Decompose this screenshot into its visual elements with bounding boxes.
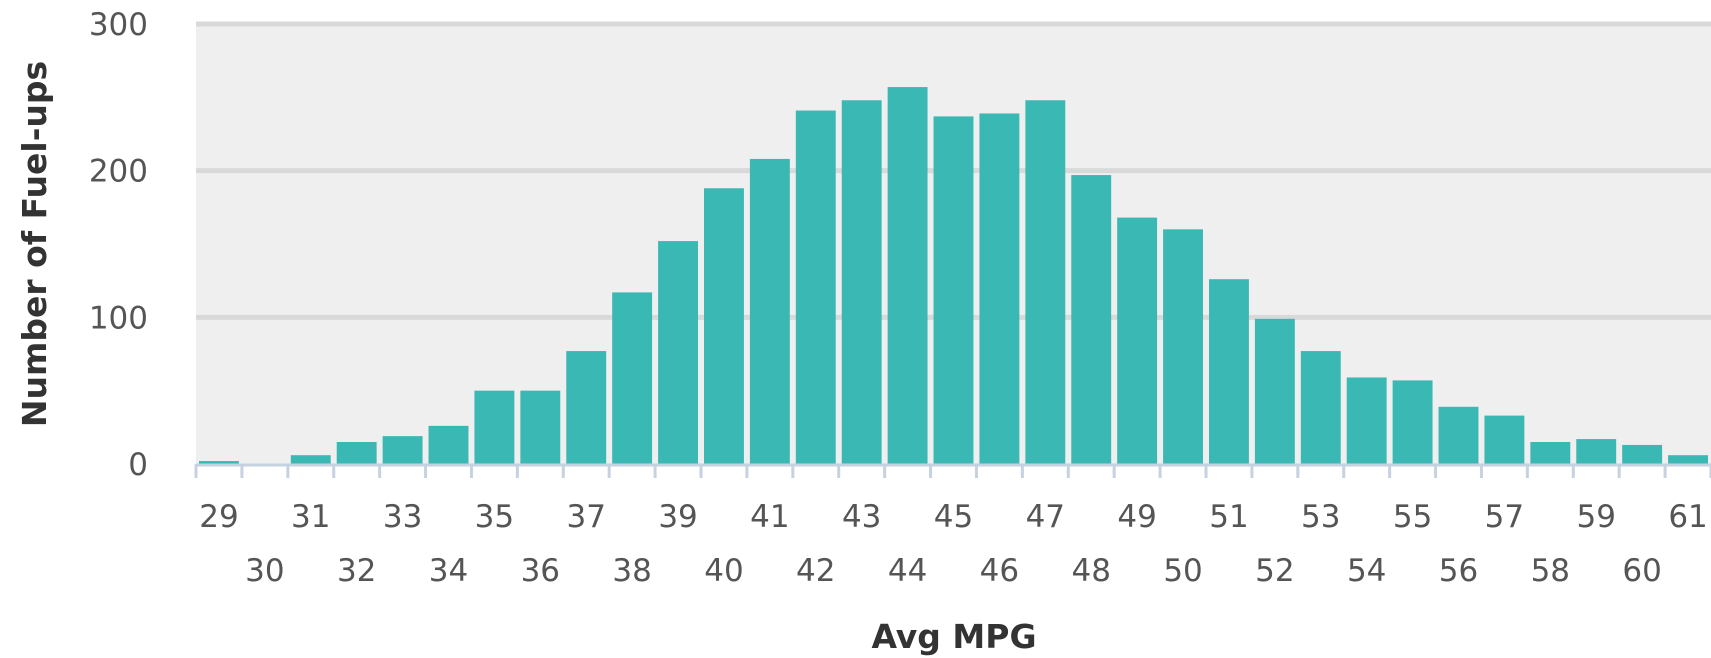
x-tick-label: 53: [1301, 499, 1340, 535]
bar-61: [1668, 455, 1708, 464]
bar-32: [336, 442, 377, 464]
bar-31: [290, 455, 331, 464]
bar-59: [1576, 439, 1617, 464]
x-tick-label: 44: [888, 553, 927, 589]
x-tick-label: 48: [1072, 553, 1111, 589]
x-tick-label: 38: [612, 553, 651, 589]
y-tick-label: 200: [89, 154, 148, 190]
bar-38: [612, 292, 653, 464]
x-tick-label: 40: [704, 553, 743, 589]
bar-53: [1300, 351, 1341, 464]
x-tick-label: 61: [1668, 499, 1707, 535]
bars: [199, 87, 1708, 465]
x-tick-label: 57: [1485, 499, 1524, 535]
y-tick-labels: 0 100 200 300: [89, 7, 148, 483]
x-axis-title: Avg MPG: [871, 617, 1036, 656]
x-tick-label: 50: [1163, 553, 1202, 589]
y-tick-label: 300: [89, 7, 148, 43]
x-tick-label: 37: [567, 499, 606, 535]
x-tick-label: 30: [245, 553, 284, 589]
bar-48: [1071, 175, 1112, 465]
x-tick-label: 33: [383, 499, 422, 535]
y-axis-title: Number of Fuel-ups: [15, 61, 54, 427]
bar-49: [1117, 217, 1158, 464]
x-tick-label: 46: [980, 553, 1019, 589]
bar-42: [795, 110, 836, 465]
x-tick-label: 58: [1531, 553, 1570, 589]
bar-60: [1622, 444, 1663, 464]
x-tick-label: 42: [796, 553, 835, 589]
bar-37: [566, 351, 607, 464]
bar-47: [1025, 100, 1066, 465]
bar-51: [1209, 279, 1249, 464]
bar-39: [658, 241, 698, 464]
bar-44: [887, 87, 928, 465]
x-tick-label: 34: [429, 553, 468, 589]
x-tick-label: 49: [1117, 499, 1156, 535]
x-tick-label: 45: [934, 499, 973, 535]
bar-35: [474, 390, 515, 464]
bar-33: [382, 436, 423, 464]
x-tick-label: 35: [475, 499, 514, 535]
x-tick-label: 47: [1026, 499, 1065, 535]
x-tick-label: 29: [199, 499, 238, 535]
x-tick-label: 36: [521, 553, 560, 589]
x-tick-label: 60: [1622, 553, 1661, 589]
x-tick-label: 59: [1577, 499, 1616, 535]
bar-50: [1163, 229, 1203, 464]
x-tick-label: 52: [1255, 553, 1294, 589]
bar-41: [749, 158, 790, 464]
bar-58: [1530, 442, 1571, 464]
x-tick-label: 43: [842, 499, 881, 535]
bar-36: [520, 390, 561, 464]
bar-52: [1254, 318, 1295, 464]
x-tick-label: 51: [1209, 499, 1248, 535]
bar-29: [199, 461, 239, 464]
bar-43: [841, 100, 882, 465]
x-tick-label: 56: [1439, 553, 1478, 589]
y-tick-label: 100: [89, 300, 148, 336]
bar-40: [704, 188, 744, 464]
bar-55: [1392, 380, 1433, 464]
x-tick-label: 54: [1347, 553, 1386, 589]
bar-56: [1438, 406, 1479, 464]
y-tick-label: 0: [128, 447, 148, 483]
bar-34: [428, 425, 469, 464]
bar-54: [1346, 377, 1387, 464]
bar-46: [979, 113, 1020, 464]
x-tick-label: 32: [337, 553, 376, 589]
x-tick-label: 41: [750, 499, 789, 535]
x-tick-label: 39: [658, 499, 697, 535]
x-tick-label: 31: [291, 499, 330, 535]
bar-45: [933, 116, 974, 465]
x-tick-labels: 2930313233343536373839404142434445464748…: [199, 499, 1708, 589]
x-tick-label: 55: [1393, 499, 1432, 535]
x-axis: [194, 463, 1711, 478]
bar-57: [1484, 415, 1525, 464]
